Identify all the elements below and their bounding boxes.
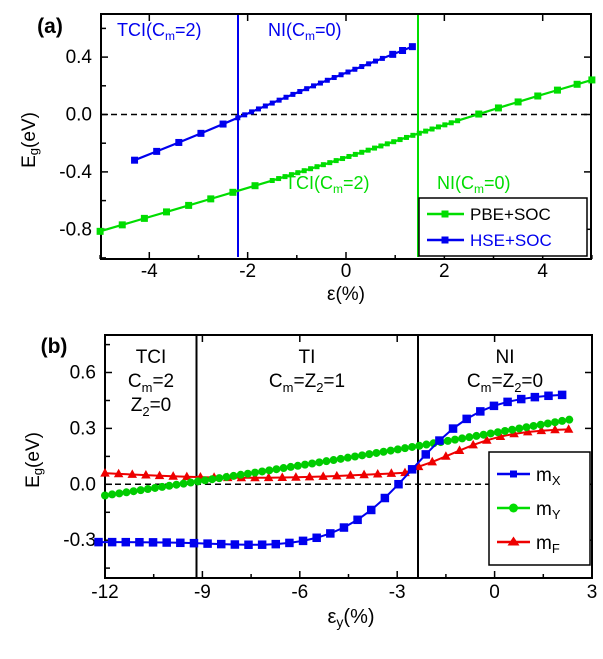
svg-text:-3: -3 [389,582,406,603]
svg-text:εy(%): εy(%) [327,606,374,630]
svg-text:0: 0 [341,261,352,282]
svg-text:0.0: 0.0 [66,105,92,126]
svg-text:0.4: 0.4 [66,47,93,68]
svg-text:TI: TI [299,347,316,368]
svg-text:ε(%): ε(%) [327,284,365,305]
svg-text:Cm=Z2=1: Cm=Z2=1 [269,371,345,395]
svg-text:Eg(eV): Eg(eV) [23,432,45,488]
svg-text:-0.8: -0.8 [59,219,92,240]
svg-text:PBE+SOC: PBE+SOC [470,205,551,224]
svg-text:0.3: 0.3 [70,418,96,439]
svg-text:-2: -2 [239,261,256,282]
svg-text:HSE+SOC: HSE+SOC [470,231,552,250]
svg-text:(a): (a) [37,15,63,38]
svg-text:-12: -12 [91,582,118,603]
svg-text:-0.3: -0.3 [63,530,96,551]
svg-text:Eg(eV): Eg(eV) [19,112,41,168]
svg-text:0.0: 0.0 [70,474,96,495]
svg-text:TCI: TCI [136,347,167,368]
svg-text:-9: -9 [194,582,211,603]
svg-text:-6: -6 [291,582,308,603]
svg-text:2: 2 [439,261,450,282]
svg-text:TCI(Cm=2): TCI(Cm=2) [117,20,202,43]
svg-text:4: 4 [537,261,548,282]
svg-text:Z2=0: Z2=0 [131,395,172,419]
svg-text:TCI(Cm=2): TCI(Cm=2) [285,173,370,196]
svg-text:Cm=Z2=0: Cm=Z2=0 [467,371,543,395]
svg-text:(b): (b) [41,335,68,358]
svg-text:-4: -4 [141,261,158,282]
svg-text:0.6: 0.6 [70,363,96,384]
svg-text:NI(Cm=0): NI(Cm=0) [437,173,511,196]
svg-text:NI: NI [496,347,515,368]
svg-text:-0.4: -0.4 [59,162,92,183]
svg-text:0: 0 [489,582,500,603]
svg-text:NI(Cm=0): NI(Cm=0) [268,20,342,43]
svg-text:3: 3 [587,582,598,603]
